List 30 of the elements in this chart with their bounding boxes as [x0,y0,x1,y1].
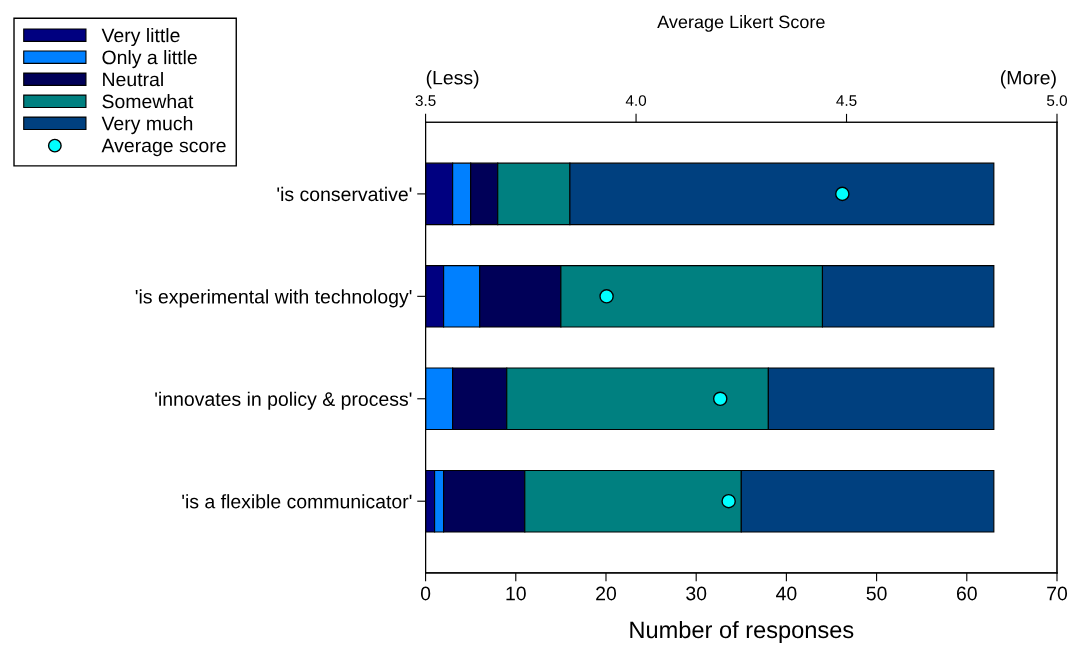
x-tick-label: 20 [596,586,617,601]
x-tick-label: 70 [1047,586,1068,601]
point [721,493,736,509]
point [835,186,850,202]
x2-tick-label: 4.5 [836,95,857,106]
x2-tick-label: 4.0 [625,95,647,106]
y-tick-label: 'is experimental with technology' [135,289,412,308]
x-tick-label: 60 [956,586,977,601]
text: (Less) [426,70,479,89]
x-tick-label: 10 [506,586,526,601]
x-tick-label: 40 [776,586,797,601]
legend-label: Somewhat [102,94,194,109]
y-tick-label: 'is a flexible communicator' [182,494,412,509]
x-tick-label: 0 [420,586,431,601]
x2-axis-title: Average Likert Score [657,15,825,32]
legend-label: Very little [101,27,180,47]
y-tick-label: 'is conservative' [277,186,412,202]
point [599,289,614,304]
x-axis-title: Number of responses [630,620,854,643]
x-tick-label: 30 [686,586,707,601]
x-tick-label: 50 [866,586,887,601]
x2-tick-label: 3.5 [415,95,436,106]
legend-label: Average score [101,138,226,157]
legend-label: Neutral [103,72,163,87]
point [712,391,728,407]
text: (More) [1000,70,1056,89]
legend-label: Only a little [102,50,197,69]
y-tick-label: 'innovates in policy & process' [155,391,412,410]
legend-label: Very much [101,116,193,135]
x2-tick-label: 5.0 [1046,95,1068,106]
